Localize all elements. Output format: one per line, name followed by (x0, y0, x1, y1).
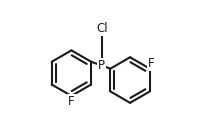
Text: F: F (68, 95, 75, 108)
Text: F: F (148, 57, 154, 70)
Text: P: P (98, 59, 105, 72)
Text: Cl: Cl (96, 22, 108, 35)
